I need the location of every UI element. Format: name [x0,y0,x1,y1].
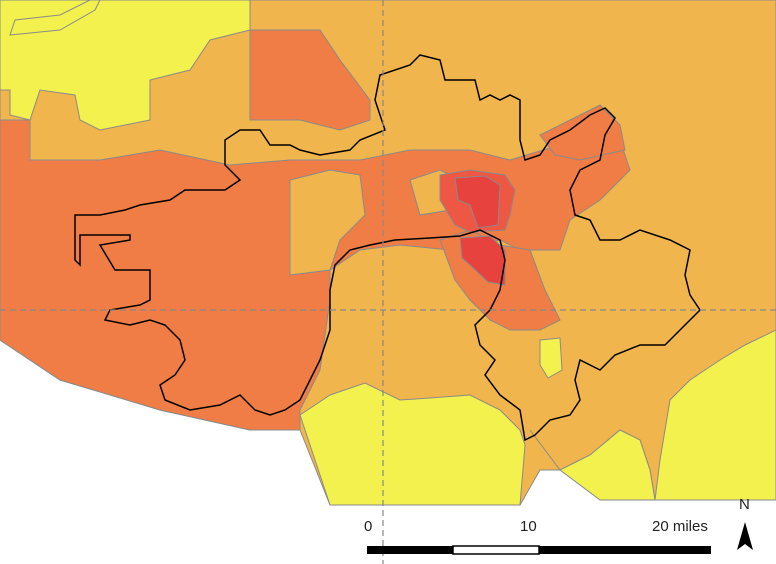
region-yellow-se [529,429,656,501]
region-highest-2 [459,235,506,286]
region-orange-ne [539,104,626,161]
region-yellow-nw2 [9,0,101,36]
scale-bar [367,545,711,555]
scale-label-20-miles: 20 miles [652,518,708,535]
map-area [0,0,776,506]
region-yellow-nw [0,0,251,131]
north-arrow-icon [737,522,753,550]
region-yellow-e [654,329,776,501]
scale-label-0: 0 [364,518,373,535]
scale-label-10: 10 [520,518,537,535]
region-light-patch [289,169,366,276]
city-boundary [74,54,701,442]
scale-bar-seg-1 [367,546,453,554]
region-yellow-s [299,382,526,506]
scale-bar-seg-3 [539,546,711,554]
north-label: N [739,496,750,513]
region-orange-north [249,29,371,131]
region-yellow-small [539,337,563,379]
region-highest-1 [454,175,501,229]
scale-bar-seg-2 [452,545,540,555]
